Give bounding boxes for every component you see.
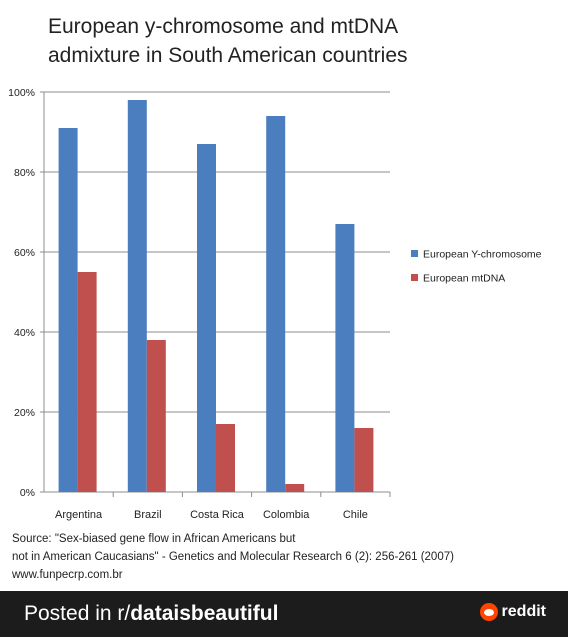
y-tick-label: 60% [14,247,35,259]
bar-y-chromosome [197,144,216,492]
source-line-1: Source: "Sex-biased gene flow in African… [12,533,296,545]
reddit-alien-icon [479,603,498,621]
subreddit-link[interactable]: dataisbeautiful [130,602,279,625]
source-line-2: not in American Caucasians" - Genetics a… [12,551,454,563]
posted-in-text: Posted in r/dataisbeautiful [24,601,278,627]
bar-y-chromosome [127,100,147,492]
y-tick-label: 40% [14,327,35,339]
y-tick-label: 100% [8,87,35,99]
y-tick-label: 0% [20,487,35,499]
legend-swatch [411,250,418,257]
x-tick-label: Chile [343,509,368,521]
bar-chart: 0% 20% 40% 60% 80% 100% Argentina Brazil Costa R… [8,87,542,521]
bar-y-chromosome [335,224,355,492]
bar-mtdna [216,424,235,492]
bar-mtdna [146,340,166,492]
legend-label: European Y-chromosome [423,249,542,261]
source-note: Source: "Sex-biased gene flow in African… [12,530,562,584]
y-tick-label: 80% [14,167,35,179]
footer-bar: Posted in r/dataisbeautiful reddit [0,591,568,637]
reddit-logo[interactable]: reddit [479,603,546,621]
x-tick-label: Colombia [263,509,310,521]
legend-swatch [411,274,418,281]
bar-y-chromosome [266,116,286,492]
chart-title: European y-chromosome and mtDNA admixtur… [48,15,408,67]
bar-mtdna [77,272,97,492]
bar-y-chromosome [58,128,78,492]
source-line-3: www.funpecrp.com.br [12,569,123,581]
y-tick-label: 20% [14,407,35,419]
x-tick-label: Costa Rica [190,509,245,521]
posted-in-prefix: Posted in r/ [24,602,131,625]
legend-label: European mtDNA [423,273,505,285]
bar-mtdna [354,428,374,492]
x-tick-label: Argentina [55,509,103,521]
reddit-wordmark: reddit [501,603,546,620]
bar-mtdna [285,484,305,492]
x-tick-label: Brazil [134,509,162,521]
